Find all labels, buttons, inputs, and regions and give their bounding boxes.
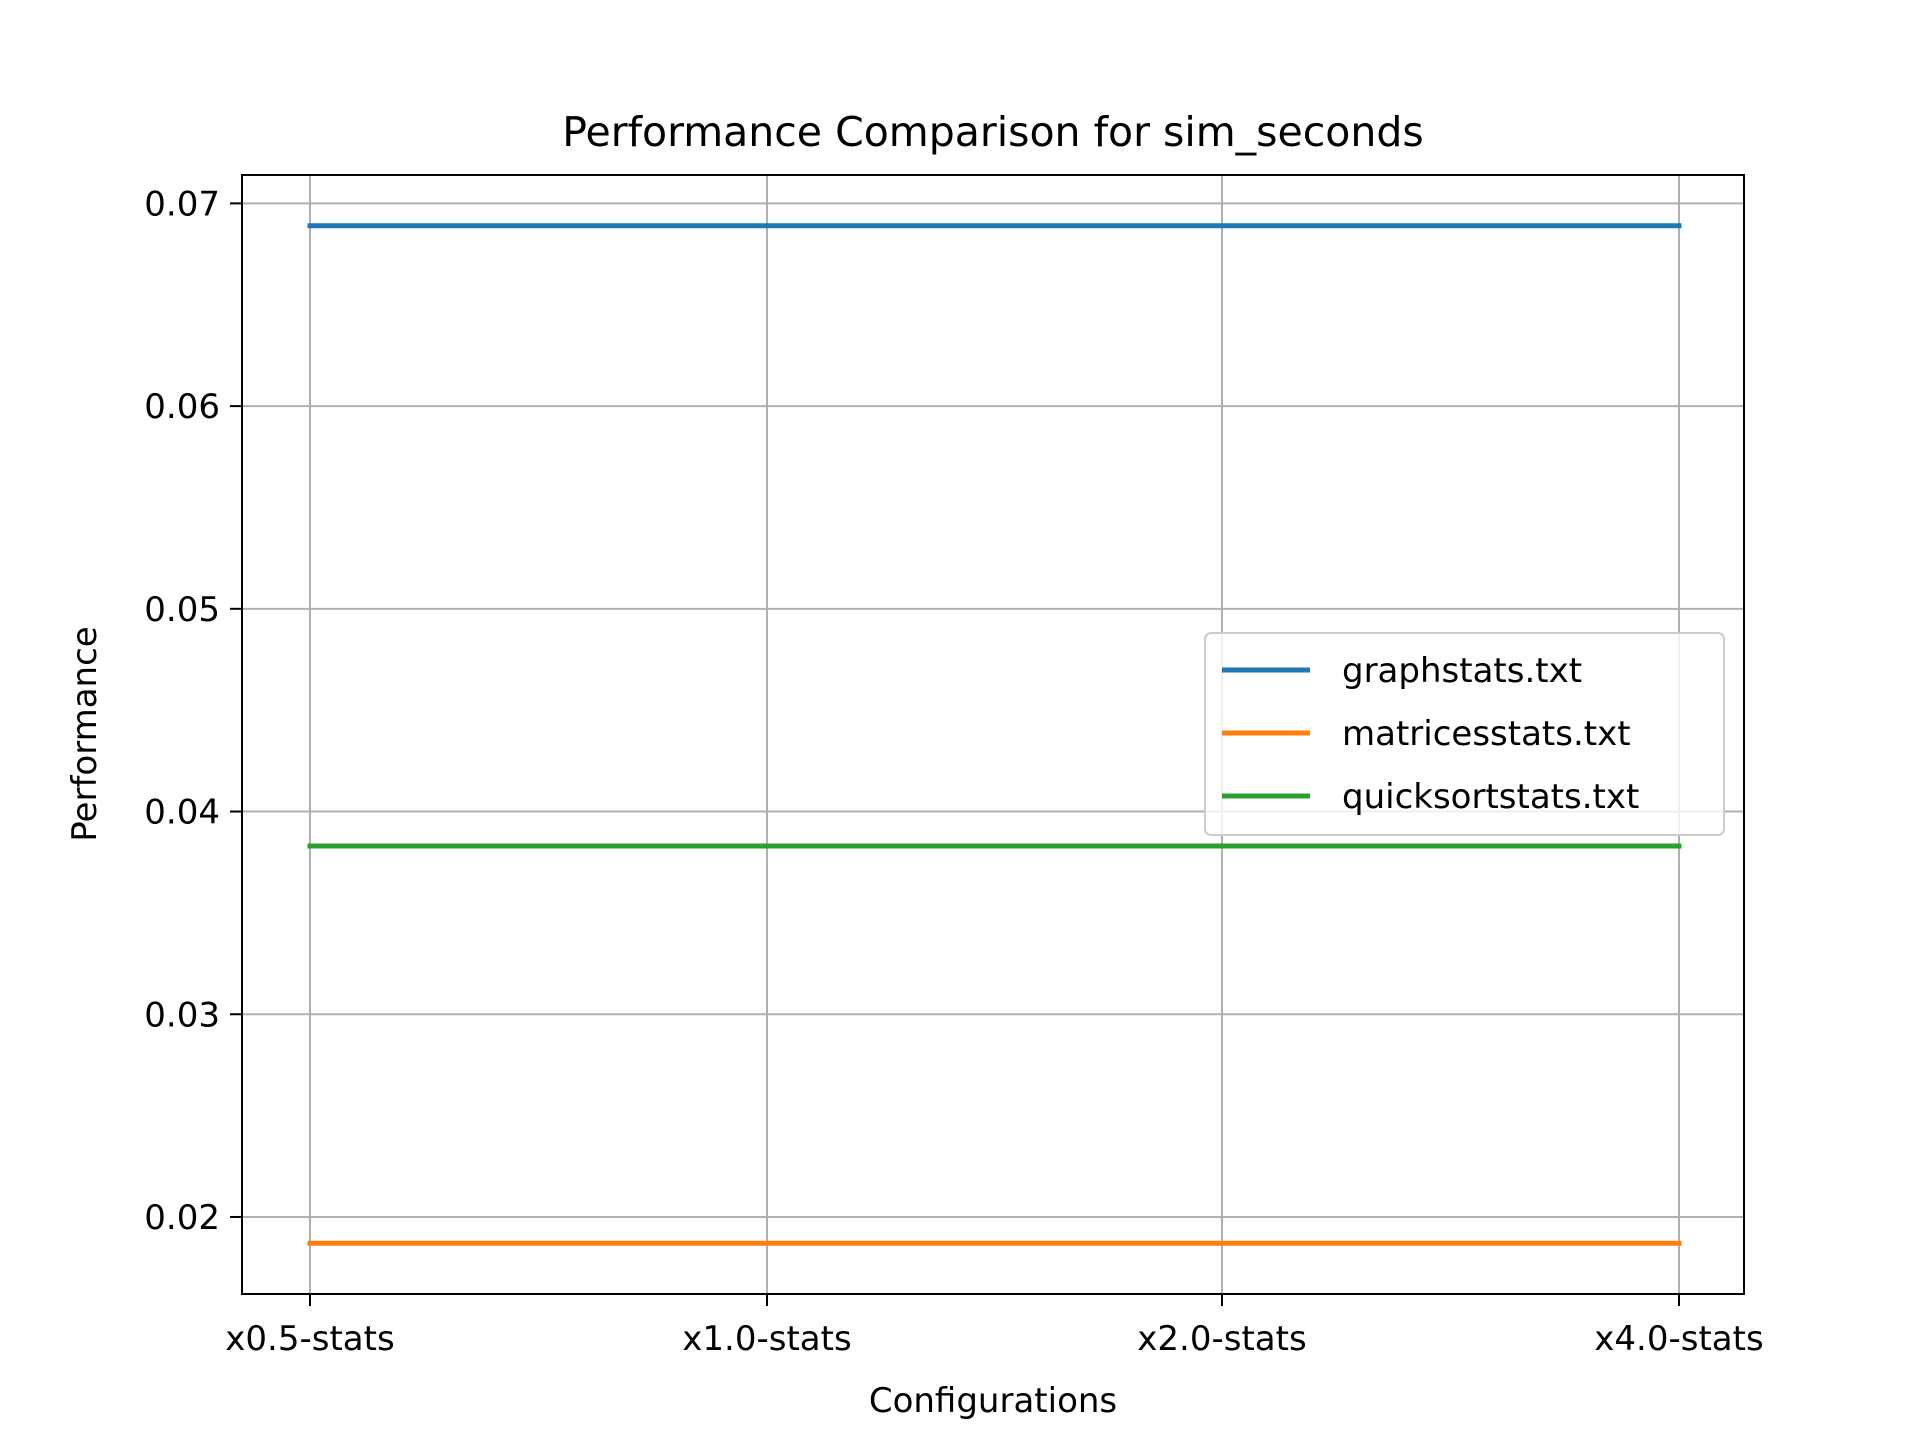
y-tick-label: 0.05 — [144, 590, 220, 630]
y-tick-label: 0.02 — [144, 1198, 220, 1238]
legend-label: graphstats.txt — [1342, 651, 1582, 691]
legend: graphstats.txt matricesstats.txt quicksort… — [1204, 632, 1725, 836]
legend-label: matricesstats.txt — [1342, 714, 1631, 754]
x-tick-label: x4.0-stats — [1594, 1319, 1763, 1359]
y-axis: 0.02 0.03 0.04 0.05 0.06 0.07 — [144, 184, 242, 1238]
x-tick-label: x0.5-stats — [225, 1319, 394, 1359]
x-axis: x0.5-stats x1.0-stats x2.0-stats x4.0-stats — [225, 1294, 1764, 1359]
y-axis-title: Performance — [65, 626, 105, 841]
plot-frame — [241, 174, 1745, 1295]
x-tick-label: x2.0-stats — [1137, 1319, 1306, 1359]
y-tick-label: 0.03 — [144, 995, 220, 1035]
y-tick-label: 0.07 — [144, 184, 220, 224]
x-tick-label: x1.0-stats — [682, 1319, 851, 1359]
y-tick-label: 0.06 — [144, 387, 220, 427]
legend-box — [1204, 632, 1725, 836]
series-group — [307, 223, 1682, 1246]
legend-label: quicksortstats.txt — [1342, 777, 1639, 817]
chart-title: Performance Comparison for sim_seconds — [562, 108, 1424, 156]
x-axis-title: Configurations — [869, 1381, 1117, 1421]
y-tick-label: 0.04 — [144, 793, 220, 833]
